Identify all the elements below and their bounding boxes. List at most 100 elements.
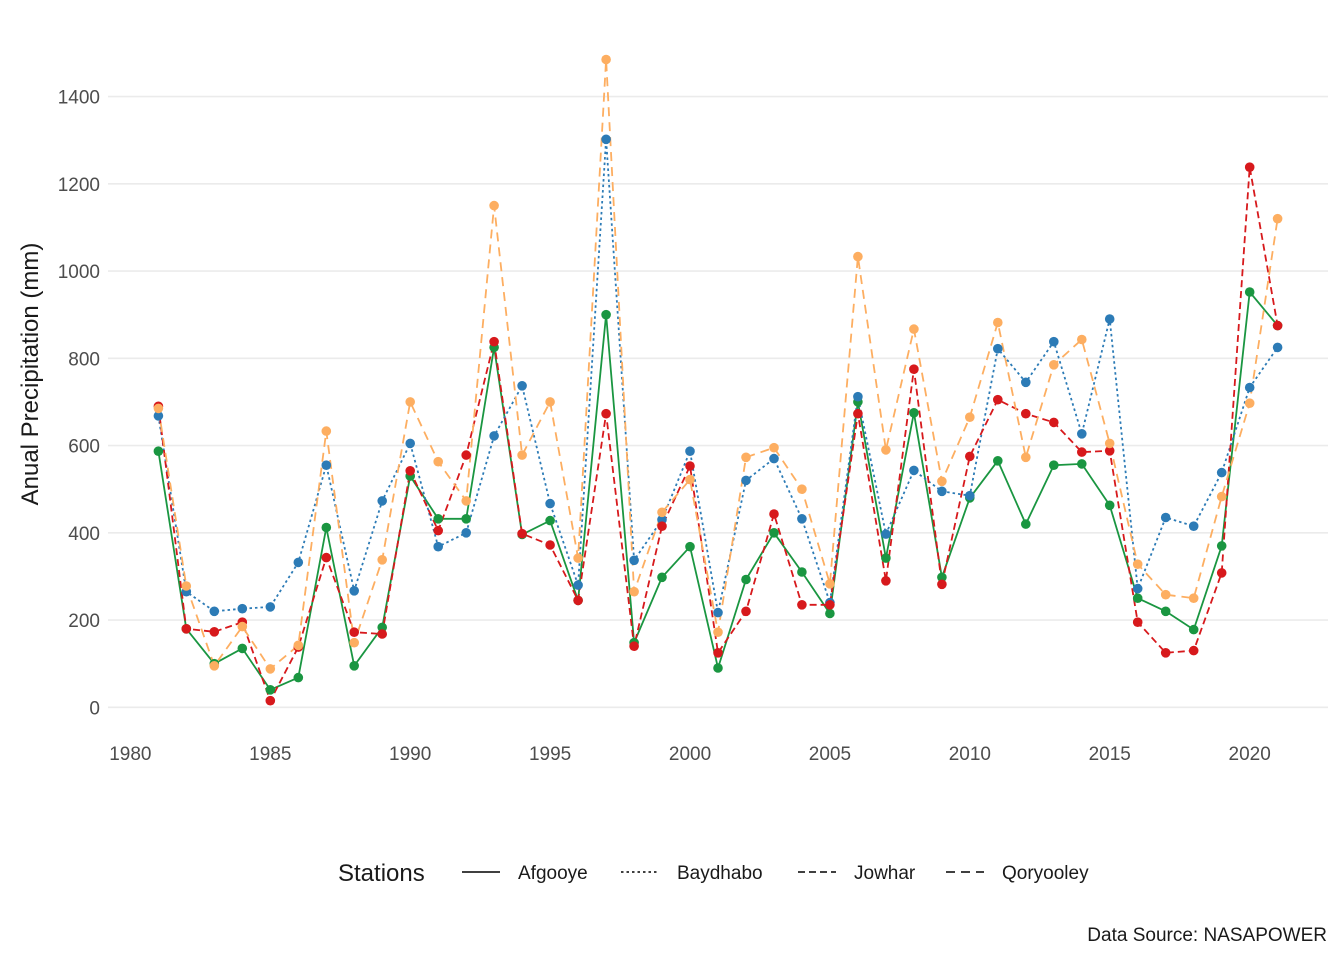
data-point	[545, 498, 555, 509]
legend-label: Baydhabo	[677, 863, 763, 884]
data-point	[265, 695, 276, 706]
data-point	[489, 200, 499, 211]
data-point	[349, 627, 360, 637]
data-point	[1104, 438, 1115, 449]
x-tick-label: 1990	[389, 744, 431, 765]
data-point	[825, 579, 835, 589]
data-point	[405, 466, 416, 476]
data-point	[1077, 459, 1087, 469]
data-point	[685, 446, 695, 457]
data-point	[825, 600, 835, 610]
data-point	[797, 514, 807, 524]
data-point	[909, 364, 919, 375]
data-point	[377, 622, 388, 633]
data-point	[293, 557, 304, 568]
series-line	[157, 139, 1279, 613]
data-point	[937, 579, 947, 590]
data-point	[629, 555, 639, 566]
data-point	[685, 541, 695, 552]
data-point	[573, 595, 583, 606]
data-point	[1216, 467, 1227, 478]
series-jowhar	[157, 167, 1279, 703]
legend-item-afgooye: Afgooye	[462, 863, 588, 884]
data-point	[349, 661, 360, 671]
data-point	[461, 450, 472, 460]
data-point	[909, 408, 919, 418]
data-point	[321, 522, 332, 533]
y-tick-label: 0	[89, 698, 100, 719]
data-point	[1216, 491, 1227, 502]
data-point	[1104, 500, 1115, 511]
data-point	[153, 446, 164, 457]
data-point	[909, 465, 919, 476]
data-point	[461, 496, 472, 506]
legend: Stations Afgooye Baydhabo Jowhar Qoryooley	[338, 860, 1089, 887]
data-point	[265, 602, 276, 612]
data-point	[629, 641, 639, 651]
data-point	[993, 317, 1003, 328]
data-point	[741, 574, 751, 585]
data-point	[377, 496, 388, 506]
series-baydhabo	[157, 139, 1279, 613]
data-point	[769, 528, 779, 538]
data-point	[293, 672, 304, 683]
data-point	[1188, 645, 1199, 656]
data-point	[937, 476, 947, 487]
data-point	[853, 408, 863, 419]
y-tick-label: 200	[68, 611, 100, 632]
legend-title: Stations	[338, 860, 425, 887]
data-point	[237, 643, 248, 654]
x-tick-label: 2000	[669, 744, 711, 765]
data-point	[489, 336, 499, 347]
data-point	[601, 134, 611, 145]
axis-layer: 0 200 400 600 800 1000 1200 1400 1980 1985 1990 199…	[58, 88, 1271, 765]
y-tick-label: 1000	[58, 262, 100, 283]
points-qoryooley	[153, 54, 1283, 674]
data-point	[937, 486, 947, 497]
data-point	[349, 586, 360, 596]
data-point	[1272, 320, 1283, 331]
legend-item-qoryooley: Qoryooley	[946, 863, 1089, 884]
data-point	[657, 572, 667, 583]
data-point	[965, 451, 975, 462]
data-point	[1160, 606, 1171, 617]
x-tick-label: 2020	[1229, 744, 1271, 765]
data-point	[321, 552, 332, 563]
data-point	[1160, 512, 1171, 523]
data-point	[881, 553, 891, 563]
data-point	[797, 600, 807, 610]
series-line	[157, 59, 1279, 671]
data-point	[181, 624, 192, 634]
data-point	[517, 528, 527, 539]
x-tick-label: 1995	[529, 744, 571, 765]
data-point	[1021, 408, 1031, 419]
y-tick-label: 400	[68, 524, 100, 545]
x-tick-label: 1985	[249, 744, 291, 765]
data-point	[965, 412, 975, 423]
data-point	[321, 460, 332, 471]
data-point	[377, 629, 388, 639]
data-point	[433, 541, 444, 552]
data-point	[1132, 593, 1143, 603]
data-point	[685, 474, 695, 485]
data-point	[237, 603, 248, 614]
data-point	[265, 685, 276, 695]
data-point	[209, 661, 220, 671]
data-point	[629, 586, 639, 597]
data-point	[993, 343, 1003, 354]
data-point	[433, 514, 444, 524]
data-point	[965, 490, 975, 501]
data-point	[881, 445, 891, 455]
data-point	[937, 572, 947, 583]
data-point	[1244, 162, 1255, 172]
data-point	[825, 608, 835, 619]
data-point	[1188, 624, 1199, 635]
data-point	[1049, 336, 1059, 347]
data-point	[909, 324, 919, 334]
points-jowhar	[153, 162, 1283, 706]
series-layer	[153, 54, 1283, 706]
y-tick-label: 1400	[58, 88, 100, 109]
data-point	[769, 442, 779, 453]
data-point	[545, 540, 555, 550]
